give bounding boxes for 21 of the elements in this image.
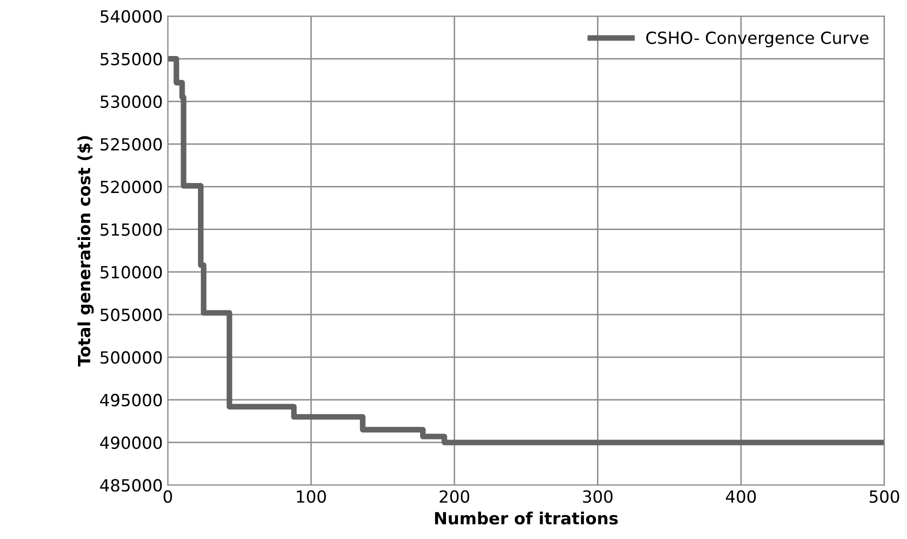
x-axis-title: Number of itrations xyxy=(435,512,618,525)
legend-label: CSHO- Convergence Curve xyxy=(646,31,868,48)
y-tick-label: 505000 xyxy=(100,308,162,322)
y-axis-title: Total generation cost ($) xyxy=(77,136,94,366)
y-tick-label: 535000 xyxy=(100,52,162,66)
y-tick-label: 525000 xyxy=(100,138,162,151)
y-tick-label: 510000 xyxy=(100,266,162,279)
y-tick-label: 485000 xyxy=(100,479,162,492)
x-tick-label: 300 xyxy=(583,490,613,503)
y-tick-label: 530000 xyxy=(100,95,162,108)
x-tick-label: 0 xyxy=(164,490,172,503)
x-tick-label: 200 xyxy=(440,490,470,503)
y-tick-label: 520000 xyxy=(100,180,162,194)
x-tick-label: 400 xyxy=(726,490,756,503)
y-tick-label: 515000 xyxy=(100,223,162,236)
x-tick-label: 500 xyxy=(870,490,900,503)
y-tick-label: 540000 xyxy=(100,10,162,23)
y-tick-label: 490000 xyxy=(100,436,162,450)
y-tick-label: 500000 xyxy=(100,351,162,364)
x-tick-label: 100 xyxy=(297,490,326,503)
y-tick-label: 495000 xyxy=(100,394,162,406)
